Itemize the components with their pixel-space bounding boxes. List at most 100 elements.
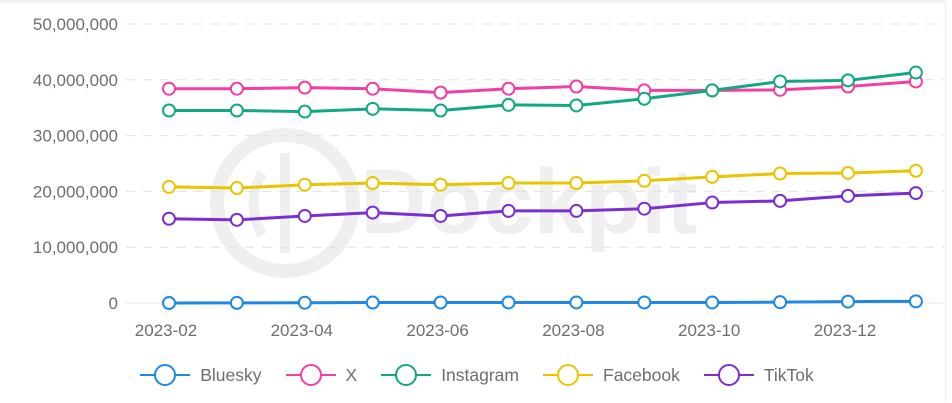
legend-line-circle-icon (543, 364, 593, 386)
series-bluesky (162, 294, 923, 310)
legend-label: Bluesky (200, 364, 262, 385)
data-point[interactable] (908, 65, 923, 80)
data-point[interactable] (433, 295, 448, 310)
legend-line-circle-icon (140, 364, 191, 386)
y-tick-label: 40,000,000 (33, 71, 118, 90)
x-tick-label: 2023-08 (542, 321, 604, 340)
data-point[interactable] (365, 176, 380, 191)
data-point[interactable] (569, 176, 584, 191)
data-point[interactable] (162, 211, 176, 226)
data-point[interactable] (297, 208, 312, 223)
legend-item-tiktok[interactable]: TikTok (702, 363, 814, 387)
data-point[interactable] (705, 169, 720, 184)
data-point[interactable] (908, 294, 923, 309)
series-line (168, 299, 916, 305)
data-point[interactable] (501, 176, 516, 191)
y-tick-label: 20,000,000 (33, 182, 118, 201)
data-point[interactable] (637, 91, 652, 106)
data-point[interactable] (841, 165, 855, 180)
x-axis: 2023-02 2023-04 2023-06 2023-08 2023-10 2023-… (135, 321, 876, 340)
dockpit-watermark: Dockpit (210, 128, 697, 278)
series-line (168, 169, 916, 190)
series-x (162, 74, 923, 100)
data-point[interactable] (365, 81, 380, 96)
series-facebook (162, 163, 923, 196)
data-point[interactable] (229, 212, 244, 227)
data-point[interactable] (569, 98, 584, 113)
data-point[interactable] (637, 201, 652, 216)
data-point[interactable] (773, 74, 788, 89)
data-point[interactable] (297, 80, 312, 95)
legend: Bluesky X Instagram Facebook TikTok (0, 358, 952, 392)
data-point[interactable] (501, 97, 516, 112)
data-point[interactable] (365, 101, 380, 116)
x-tick-label: 2023-04 (271, 321, 333, 340)
legend-line-circle-icon (381, 364, 432, 386)
data-point[interactable] (229, 181, 244, 196)
series-instagram (162, 65, 923, 119)
legend-item-instagram[interactable]: Instagram (379, 363, 519, 387)
data-point[interactable] (841, 73, 855, 88)
data-point[interactable] (229, 295, 244, 310)
data-point[interactable] (229, 81, 244, 96)
legend-line-circle-icon (285, 364, 336, 386)
legend-label: Facebook (603, 364, 680, 385)
data-point[interactable] (162, 296, 176, 310)
data-point[interactable] (501, 295, 516, 310)
data-point[interactable] (705, 295, 720, 310)
data-point[interactable] (569, 203, 584, 218)
data-point[interactable] (162, 103, 176, 118)
y-tick-label: 0 (109, 294, 118, 313)
data-point[interactable] (162, 81, 176, 96)
watermark-text: Dockpit (360, 151, 697, 253)
data-point[interactable] (841, 294, 855, 309)
data-point[interactable] (501, 81, 516, 96)
y-tick-label: 30,000,000 (33, 127, 118, 146)
legend-item-facebook[interactable]: Facebook (541, 363, 680, 387)
data-point[interactable] (569, 79, 584, 94)
series-line (168, 191, 916, 222)
series-tiktok (162, 186, 923, 227)
line-chart: Dockpit 0 10,000,000 20,000,000 30,000,000 4… (33, 15, 944, 340)
y-tick-label: 50,000,000 (33, 15, 118, 34)
legend-line-circle-icon (703, 364, 754, 386)
series-line (169, 71, 917, 114)
data-point[interactable] (297, 104, 312, 119)
legend-label: X (345, 364, 358, 385)
series-line (169, 79, 917, 95)
data-point[interactable] (841, 188, 855, 203)
legend-label: TikTok (763, 364, 814, 385)
y-tick-label: 10,000,000 (33, 238, 118, 257)
data-point[interactable] (433, 177, 448, 192)
data-point[interactable] (569, 295, 584, 310)
data-point[interactable] (229, 103, 244, 118)
data-point[interactable] (433, 208, 448, 223)
data-point[interactable] (773, 166, 788, 181)
data-point[interactable] (705, 195, 720, 210)
legend-item-x[interactable]: X (284, 363, 358, 387)
data-point[interactable] (773, 193, 788, 208)
legend-item-bluesky[interactable]: Bluesky (138, 363, 262, 387)
data-point[interactable] (365, 205, 380, 220)
data-point[interactable] (297, 295, 312, 310)
y-axis: 0 10,000,000 20,000,000 30,000,000 40,000,00… (33, 15, 118, 313)
x-tick-label: 2023-06 (406, 321, 468, 340)
legend-label: Instagram (441, 364, 519, 385)
data-point[interactable] (297, 177, 312, 192)
data-point[interactable] (705, 83, 720, 98)
data-point[interactable] (433, 103, 448, 118)
data-point[interactable] (501, 203, 516, 218)
data-point[interactable] (637, 295, 652, 310)
data-point[interactable] (433, 85, 448, 100)
x-tick-label: 2023-02 (135, 321, 197, 340)
x-tick-label: 2023-10 (678, 321, 740, 340)
data-point[interactable] (773, 295, 788, 310)
data-point[interactable] (162, 179, 176, 194)
data-point[interactable] (908, 186, 923, 201)
data-point[interactable] (637, 173, 652, 188)
data-point[interactable] (908, 163, 923, 178)
series-lines (162, 65, 923, 310)
data-point[interactable] (365, 295, 380, 310)
x-tick-label: 2023-12 (814, 321, 876, 340)
